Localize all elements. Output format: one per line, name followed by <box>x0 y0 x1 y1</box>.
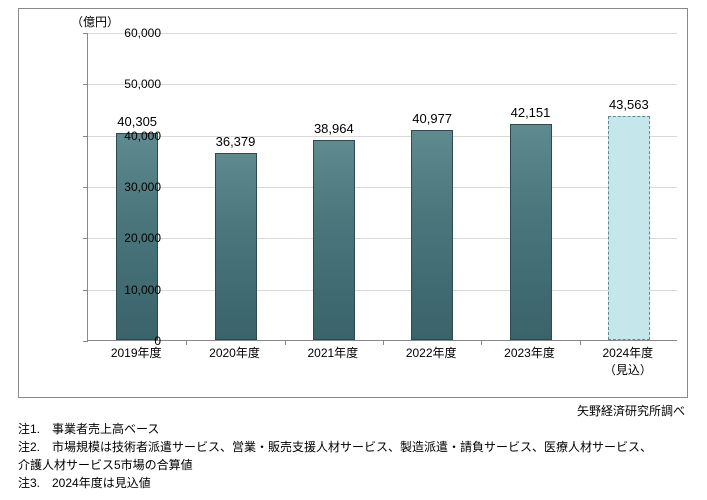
note-line: 注2. 市場規模は技術者派遣サービス、営業・販売支援人材サービス、製造派遣・請負… <box>18 438 652 456</box>
y-tick-label: 40,000 <box>101 129 161 143</box>
grid-line <box>88 136 677 137</box>
bar: 36,379 <box>215 153 257 340</box>
bar-value-label: 40,977 <box>412 111 452 126</box>
grid-line <box>88 33 677 34</box>
source-credit: 矢野経済研究所調べ <box>577 402 685 419</box>
y-tick-mark <box>83 238 88 239</box>
note-line: 介護人材サービス5市場の合算値 <box>18 456 652 474</box>
y-tick-mark <box>83 33 88 34</box>
grid-line <box>88 238 677 239</box>
bar-forecast: 43,563 <box>608 116 650 340</box>
grid-line <box>88 187 677 188</box>
note-line: 注3. 2024年度は見込値 <box>18 474 652 492</box>
plot-area: 40,305 36,379 38,964 40,977 42,151 43,563 <box>87 33 677 341</box>
y-tick-label: 30,000 <box>101 180 161 194</box>
x-tick-label: 2020年度 <box>185 345 283 362</box>
bar: 40,977 <box>411 130 453 340</box>
bar-value-label: 36,379 <box>216 134 256 149</box>
bar-value-label: 38,964 <box>314 121 354 136</box>
note-line: 注1. 事業者売上高ベース <box>18 420 652 438</box>
y-tick-mark <box>83 187 88 188</box>
y-tick-mark <box>83 84 88 85</box>
x-tick-label: 2019年度 <box>87 345 185 362</box>
bar-value-label: 42,151 <box>511 105 551 120</box>
y-tick-label: 20,000 <box>101 231 161 245</box>
x-tick-label: 2021年度 <box>284 345 382 362</box>
bar: 42,151 <box>510 124 552 340</box>
x-tick-label: 2022年度 <box>382 345 480 362</box>
y-tick-label: 10,000 <box>101 283 161 297</box>
y-tick-mark <box>83 341 88 342</box>
bar-value-label: 40,305 <box>117 114 157 129</box>
chart-container: （億円） 40,30536,37938,96440,97742,15143,56… <box>18 8 688 398</box>
x-tick-label: 2024年度（見込） <box>579 345 677 379</box>
y-tick-mark <box>83 136 88 137</box>
footnotes: 注1. 事業者売上高ベース 注2. 市場規模は技術者派遣サービス、営業・販売支援… <box>18 420 652 492</box>
y-tick-label: 50,000 <box>101 77 161 91</box>
grid-line <box>88 84 677 85</box>
bar-value-label: 43,563 <box>609 97 649 112</box>
y-tick-label: 60,000 <box>101 26 161 40</box>
y-tick-mark <box>83 290 88 291</box>
x-tick-label: 2023年度 <box>480 345 578 362</box>
bar: 38,964 <box>313 140 355 340</box>
grid-line <box>88 290 677 291</box>
